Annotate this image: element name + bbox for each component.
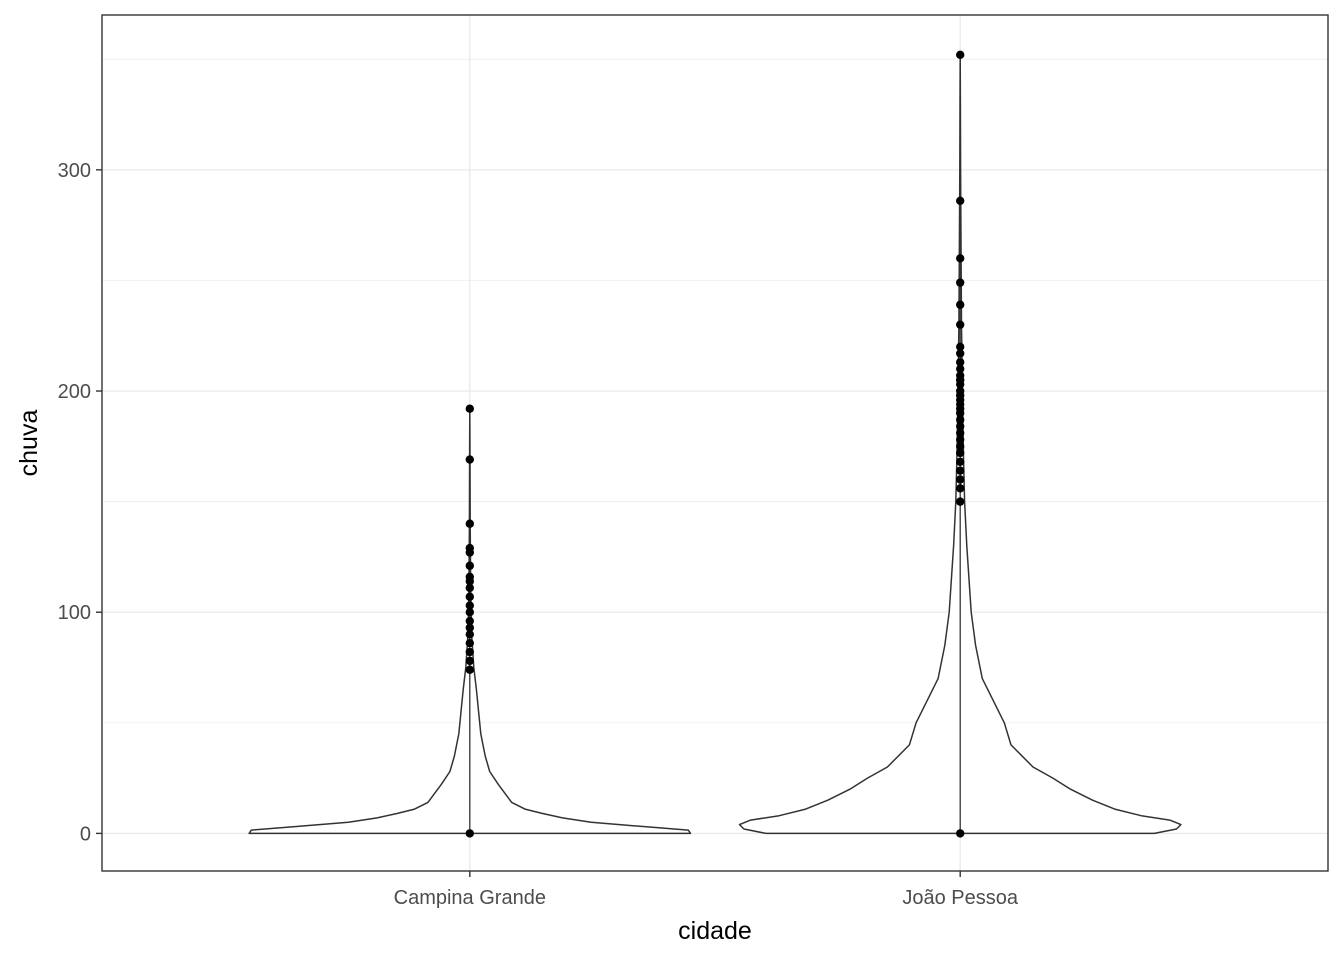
data-point bbox=[465, 583, 474, 593]
data-point bbox=[465, 543, 474, 553]
data-point bbox=[465, 608, 474, 617]
y-tick-label: 300 bbox=[58, 160, 91, 182]
data-point bbox=[956, 300, 965, 309]
plot-panel-border bbox=[101, 14, 1329, 872]
data-point bbox=[465, 404, 474, 413]
x-axis: Campina Grande João Pessoa bbox=[394, 871, 1019, 909]
data-point bbox=[956, 50, 965, 60]
data-point bbox=[465, 572, 474, 582]
data-point bbox=[956, 371, 965, 380]
data-point bbox=[465, 561, 474, 570]
data-point bbox=[956, 349, 965, 358]
data-point bbox=[956, 442, 965, 451]
data-point bbox=[465, 592, 474, 601]
data-point bbox=[956, 448, 965, 458]
data-point bbox=[956, 278, 965, 287]
data-point bbox=[956, 497, 965, 506]
data-point bbox=[465, 665, 474, 674]
data-point bbox=[956, 342, 965, 351]
data-point bbox=[956, 435, 965, 444]
data-point bbox=[956, 320, 965, 329]
data-point bbox=[465, 829, 474, 838]
data-point bbox=[956, 422, 965, 431]
x-tick-label: João Pessoa bbox=[902, 887, 1019, 909]
data-point bbox=[956, 254, 965, 263]
y-tick-label: 100 bbox=[58, 602, 91, 624]
data-point bbox=[465, 630, 474, 639]
x-tick-label: Campina Grande bbox=[394, 887, 546, 909]
data-point bbox=[465, 455, 474, 464]
y-tick-label: 0 bbox=[80, 823, 91, 845]
data-point bbox=[465, 623, 474, 632]
data-point bbox=[465, 616, 474, 626]
data-point bbox=[465, 647, 474, 657]
data-point bbox=[956, 457, 965, 467]
data-point bbox=[956, 386, 965, 396]
data-point bbox=[956, 196, 965, 205]
data-point bbox=[956, 428, 965, 438]
data-point bbox=[956, 358, 965, 367]
data-point bbox=[956, 475, 965, 484]
data-point bbox=[465, 601, 474, 610]
data-point bbox=[465, 656, 474, 666]
data-point bbox=[956, 466, 965, 475]
data-point bbox=[956, 484, 965, 493]
y-axis-title: chuva bbox=[15, 410, 43, 477]
y-axis: 0 100 200 300 bbox=[58, 160, 102, 845]
y-tick-label: 200 bbox=[58, 381, 91, 403]
data-point bbox=[465, 638, 474, 648]
data-point bbox=[956, 415, 965, 424]
points-layer bbox=[465, 50, 965, 838]
data-point bbox=[465, 519, 474, 528]
data-point bbox=[956, 364, 965, 374]
data-point bbox=[956, 829, 965, 838]
x-axis-title: cidade bbox=[678, 917, 752, 945]
